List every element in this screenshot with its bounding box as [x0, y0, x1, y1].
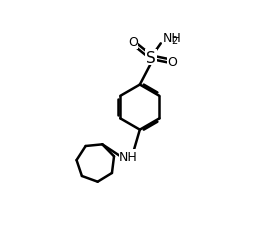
Text: NH: NH: [162, 32, 181, 45]
Text: O: O: [167, 55, 177, 68]
Text: 2: 2: [171, 36, 178, 46]
Text: NH: NH: [119, 150, 138, 163]
Text: S: S: [146, 50, 156, 65]
Text: O: O: [128, 36, 138, 49]
